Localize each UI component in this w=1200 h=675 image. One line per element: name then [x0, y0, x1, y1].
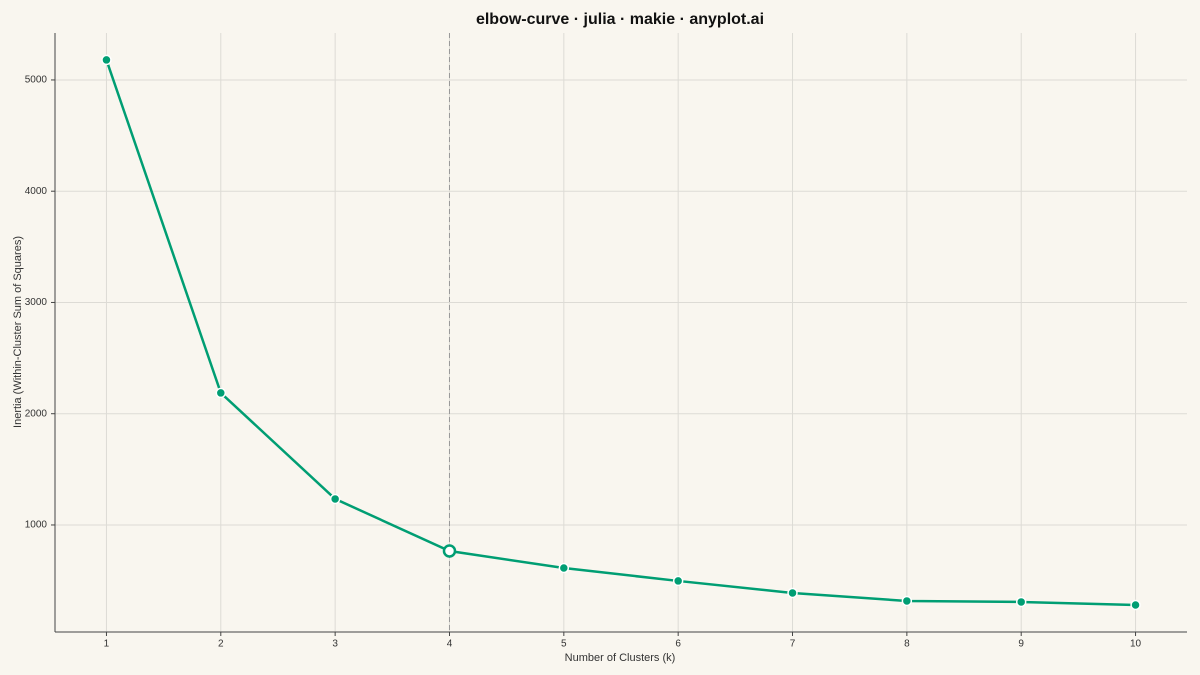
marker	[672, 575, 684, 587]
y-tick-label: 5000	[25, 75, 48, 86]
x-tick-label: 1	[104, 639, 110, 650]
marker	[558, 562, 570, 574]
elbow-marker	[442, 544, 457, 558]
chart-title: elbow-curve · julia · makie · anyplot.ai	[476, 11, 764, 28]
x-tick-label: 4	[447, 639, 453, 650]
x-tick-label: 7	[790, 639, 796, 650]
y-axis-label: Inertia (Within-Cluster Sum of Squares)	[12, 236, 24, 428]
x-tick-label: 9	[1018, 639, 1024, 650]
y-tick-label: 3000	[25, 297, 48, 308]
marker	[215, 387, 227, 399]
marker	[787, 587, 798, 599]
x-tick-label: 8	[904, 639, 910, 650]
x-axis-label: Number of Clusters (k)	[565, 652, 676, 664]
marker	[1015, 596, 1027, 608]
marker	[329, 493, 341, 505]
x-tick-label: 5	[561, 639, 567, 650]
x-tick-label: 3	[332, 639, 338, 650]
y-tick-label: 2000	[25, 408, 48, 419]
x-tick-label: 6	[675, 639, 681, 650]
marker	[1130, 599, 1141, 611]
x-tick-label: 10	[1130, 639, 1142, 650]
marker	[101, 54, 112, 66]
line	[105, 59, 1136, 607]
marker	[901, 595, 913, 607]
y-tick-label: 1000	[25, 520, 48, 531]
y-tick-label: 4000	[25, 186, 48, 197]
x-tick-label: 2	[218, 639, 224, 650]
